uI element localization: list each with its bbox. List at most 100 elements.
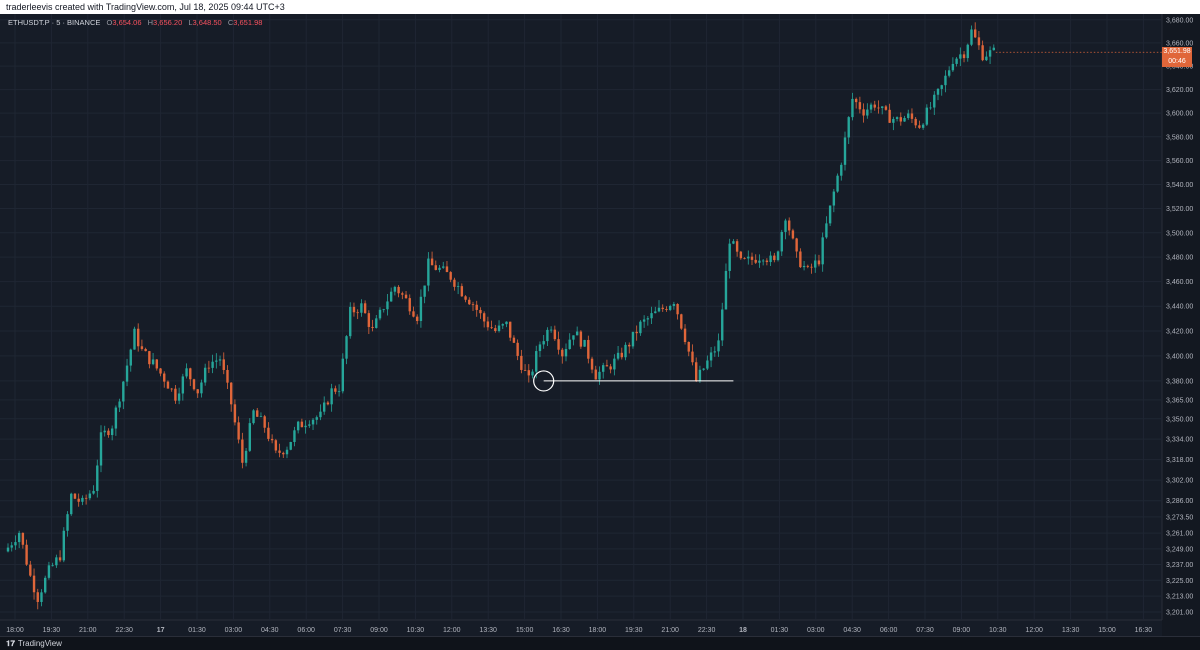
candle-body xyxy=(456,286,460,287)
candle-body xyxy=(6,547,10,552)
candle-body xyxy=(765,260,769,263)
candle-body xyxy=(802,265,806,268)
candle-body xyxy=(296,421,300,431)
price-tick-label: 3,580.00 xyxy=(1166,134,1193,141)
price-tick-label: 3,620.00 xyxy=(1166,87,1193,94)
candle-body xyxy=(386,301,389,310)
time-tick-label: 01:30 xyxy=(188,627,206,634)
candle-body xyxy=(609,366,612,370)
symbol-label[interactable]: ETHUSDT.P · 5 · BINANCE xyxy=(8,18,101,27)
time-tick-label: 15:00 xyxy=(516,627,534,634)
candle-body xyxy=(947,70,951,76)
candle-body xyxy=(665,309,668,310)
candle-body xyxy=(200,382,203,394)
candle-body xyxy=(352,306,356,313)
candle-body xyxy=(404,294,408,299)
time-tick-label: 03:00 xyxy=(225,627,243,634)
candle-body xyxy=(564,348,568,357)
chart-pane[interactable]: 3,680.003,660.003,640.003,620.003,600.00… xyxy=(0,14,1200,636)
time-tick-label: 17 xyxy=(157,627,165,634)
candle-body xyxy=(319,411,322,418)
candle-body xyxy=(929,107,932,109)
candle-body xyxy=(709,352,713,361)
candle-body xyxy=(877,107,880,109)
price-tick-label: 3,680.00 xyxy=(1166,17,1193,24)
price-tick-label: 3,334.00 xyxy=(1166,437,1193,444)
candle-body xyxy=(389,291,393,302)
price-tick-label: 3,540.00 xyxy=(1166,182,1193,189)
candle-body xyxy=(516,342,519,356)
time-tick-label: 07:30 xyxy=(334,627,352,634)
candle-body xyxy=(408,298,411,312)
price-tick-label: 3,261.00 xyxy=(1166,531,1193,538)
candle-body xyxy=(438,267,441,270)
candle-body xyxy=(278,450,281,453)
candle-body xyxy=(691,351,694,363)
tradingview-logo-icon: 𝟏𝟕 xyxy=(6,639,15,648)
candle-body xyxy=(769,255,772,263)
tradingview-logo[interactable]: 𝟏𝟕 TradingView xyxy=(6,638,62,650)
candle-body xyxy=(311,419,315,425)
candle-body xyxy=(233,404,237,423)
price-tick-label: 3,500.00 xyxy=(1166,230,1193,237)
candle-body xyxy=(962,54,966,59)
candle-body xyxy=(77,498,80,502)
candle-body xyxy=(363,303,367,314)
candle-body xyxy=(721,309,724,341)
candlestick-chart[interactable]: 3,680.003,660.003,640.003,620.003,600.00… xyxy=(0,14,1200,636)
time-tick-label: 13:30 xyxy=(479,627,497,634)
candle-body xyxy=(330,388,333,405)
time-tick-label: 21:00 xyxy=(79,627,97,634)
candle-body xyxy=(970,29,973,45)
candle-body xyxy=(735,241,739,252)
candle-body xyxy=(300,421,304,428)
last-price-value: 3,651.98 xyxy=(1163,48,1191,56)
candle-body xyxy=(133,328,136,350)
price-tick-label: 3,600.00 xyxy=(1166,111,1193,118)
time-tick-label: 09:00 xyxy=(953,627,971,634)
bar-countdown: 00:46 xyxy=(1168,58,1186,66)
candle-body xyxy=(836,175,839,192)
price-tick-label: 3,318.00 xyxy=(1166,457,1193,464)
candle-body xyxy=(594,369,597,380)
candle-body xyxy=(944,75,947,86)
candle-body xyxy=(698,369,702,381)
candle-body xyxy=(270,438,274,441)
candle-body xyxy=(248,423,251,451)
price-tick-label: 3,440.00 xyxy=(1166,304,1193,311)
candle-body xyxy=(683,328,687,343)
candle-body xyxy=(974,29,977,38)
candle-body xyxy=(501,324,504,326)
candle-body xyxy=(535,351,538,372)
time-tick-label: 07:30 xyxy=(916,627,934,634)
candle-body xyxy=(55,557,58,566)
time-tick-label: 12:00 xyxy=(443,627,461,634)
candle-body xyxy=(267,427,270,439)
price-tick-label: 3,302.00 xyxy=(1166,478,1193,485)
candle-body xyxy=(151,359,155,365)
time-tick-label: 10:30 xyxy=(407,627,425,634)
price-tick-label: 3,520.00 xyxy=(1166,206,1193,213)
candle-body xyxy=(858,102,862,110)
candle-body xyxy=(821,237,824,265)
candle-body xyxy=(192,379,196,390)
candle-body xyxy=(371,326,374,328)
candle-body xyxy=(21,532,25,545)
time-tick-label: 18:00 xyxy=(589,627,607,634)
candle-body xyxy=(624,344,627,358)
time-tick-label: 21:00 xyxy=(661,627,679,634)
time-tick-label: 04:30 xyxy=(261,627,279,634)
candle-body xyxy=(118,401,121,408)
candle-body xyxy=(914,118,917,126)
candle-body xyxy=(810,266,813,268)
candle-body xyxy=(222,359,225,370)
close-value: 3,651.98 xyxy=(233,18,263,27)
candle-body xyxy=(988,50,992,57)
candle-body xyxy=(899,117,902,122)
candle-body xyxy=(360,303,363,313)
candle-body xyxy=(832,191,836,206)
candle-body xyxy=(349,306,352,337)
candle-body xyxy=(717,340,720,352)
price-tick-label: 3,480.00 xyxy=(1166,255,1193,262)
candle-body xyxy=(620,352,623,358)
